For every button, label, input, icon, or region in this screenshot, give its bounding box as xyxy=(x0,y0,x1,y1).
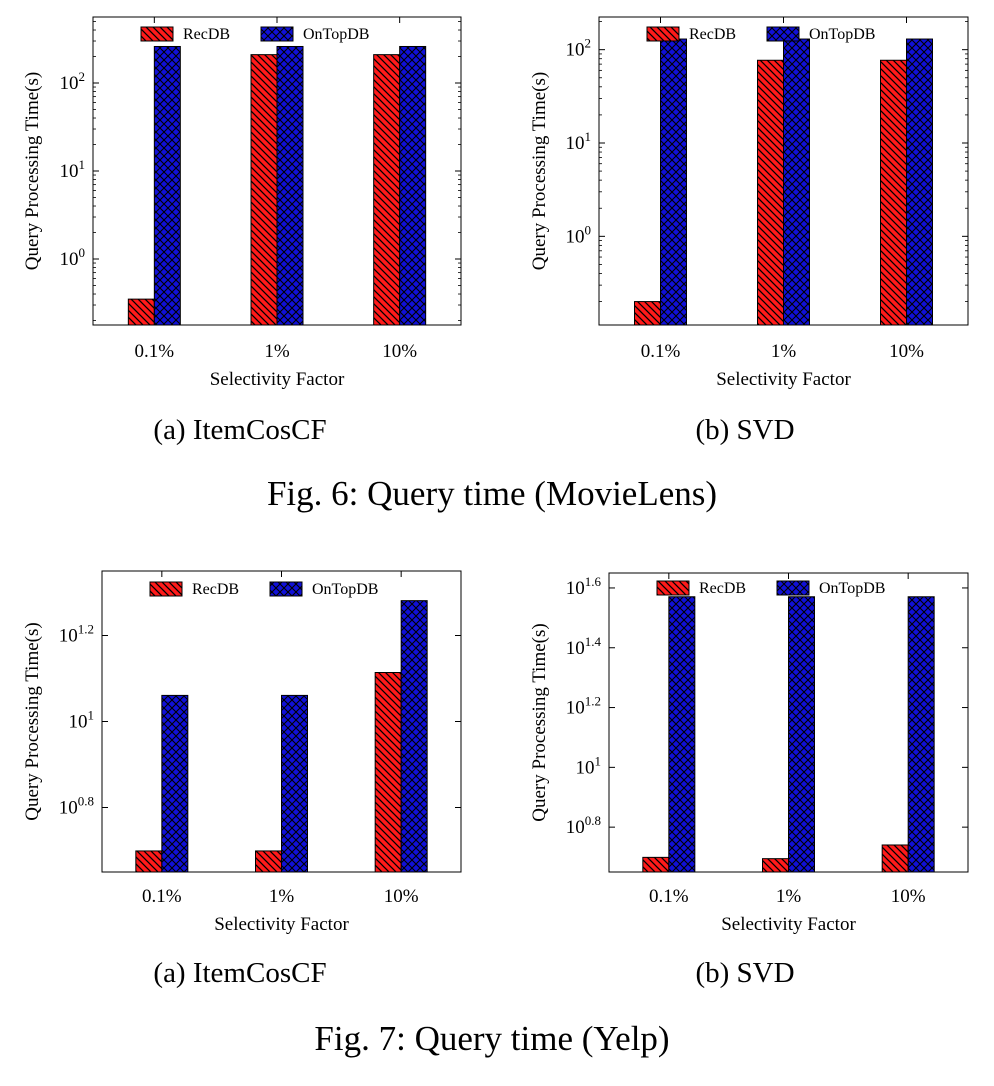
y-tick-label: 100.8 xyxy=(59,794,94,819)
x-axis-title: Selectivity Factor xyxy=(716,369,851,390)
y-tick-label: 101.6 xyxy=(566,574,602,599)
y-tick-label: 100.8 xyxy=(566,813,601,838)
y-axis-title: Query Processing Time(s) xyxy=(22,622,43,820)
x-axis-title: Selectivity Factor xyxy=(721,914,856,935)
bar-ontopdb-3 xyxy=(907,596,935,873)
legend-label-recdb: RecDB xyxy=(689,26,736,43)
legend-swatch-ontopdb xyxy=(766,26,800,42)
bar-recdb-1 xyxy=(642,856,670,873)
bar-recdb-2 xyxy=(255,850,282,873)
legend-swatch-ontopdb xyxy=(269,581,303,597)
y-tick-label: 101 xyxy=(566,129,592,154)
legend-label-recdb: RecDB xyxy=(183,26,230,43)
x-tick-label: 1% xyxy=(771,341,797,362)
x-tick-label: 10% xyxy=(889,341,924,362)
y-tick-label: 102 xyxy=(60,69,86,94)
bar-ontopdb-2 xyxy=(788,596,815,873)
chart-4: 100.8 101 101.2 101.4 101.6 0.1% 1% 10% Selectiv… xyxy=(529,572,969,935)
legend-label-ontopdb: OnTopDB xyxy=(819,580,885,597)
bar-recdb-2 xyxy=(250,54,278,326)
fig7-subcaption-b: (b) SVD xyxy=(695,957,794,989)
legend: RecDB OnTopDB xyxy=(149,581,378,598)
x-axis-title: Selectivity Factor xyxy=(210,369,345,390)
y-tick-label: 102 xyxy=(566,36,592,61)
bar-recdb-2 xyxy=(762,858,789,873)
legend-label-recdb: RecDB xyxy=(699,580,746,597)
fig6-caption: Fig. 6: Query time (MovieLens) xyxy=(267,474,717,513)
legend-swatch-ontopdb xyxy=(776,580,810,596)
fig6-subcaption-a: (a) ItemCosCF xyxy=(153,414,326,446)
x-tick-label: 10% xyxy=(384,886,419,907)
x-tick-label: 1% xyxy=(776,886,802,907)
x-tick-label: 0.1% xyxy=(135,341,175,362)
bar-ontopdb-1 xyxy=(153,45,181,326)
y-tick-label: 101 xyxy=(60,157,86,182)
chart-1: 100 101 102 0.1% 1% 10% Selectivity Factor Quer… xyxy=(22,16,462,390)
charts-layer: 100 101 102 0.1% 1% 10% Selectivity Factor Quer… xyxy=(22,16,969,935)
y-axis-title: Query Processing Time(s) xyxy=(22,72,43,270)
bar-ontopdb-1 xyxy=(668,596,696,873)
bar-ontopdb-3 xyxy=(400,600,428,873)
fig7-caption: Fig. 7: Query time (Yelp) xyxy=(314,1019,669,1058)
x-tick-label: 10% xyxy=(891,886,926,907)
fig6-subcaption-b: (b) SVD xyxy=(695,414,794,446)
bar-recdb-3 xyxy=(881,844,909,873)
bar-ontopdb-3 xyxy=(906,38,933,326)
y-axis-title: Query Processing Time(s) xyxy=(529,623,550,821)
legend-swatch-recdb xyxy=(656,580,690,596)
y-tick-label: 101.4 xyxy=(566,634,602,659)
bar-recdb-3 xyxy=(374,672,402,873)
x-tick-label: 1% xyxy=(264,341,290,362)
bar-recdb-1 xyxy=(127,298,155,326)
chart-2: 100 101 102 0.1% 1% 10% Selectivity Factor Quer… xyxy=(529,16,969,390)
legend-label-ontopdb: OnTopDB xyxy=(303,26,369,43)
legend-swatch-recdb xyxy=(140,26,174,42)
bar-ontopdb-3 xyxy=(399,45,427,326)
x-tick-label: 0.1% xyxy=(649,886,689,907)
bar-ontopdb-2 xyxy=(281,694,308,873)
y-axis-title: Query Processing Time(s) xyxy=(529,72,550,270)
bar-recdb-1 xyxy=(634,301,661,326)
x-tick-label: 10% xyxy=(382,341,417,362)
x-tick-label: 0.1% xyxy=(142,886,182,907)
bar-recdb-1 xyxy=(135,850,163,873)
x-axis-title: Selectivity Factor xyxy=(214,914,349,935)
bar-ontopdb-1 xyxy=(660,38,687,326)
bar-ontopdb-1 xyxy=(161,694,189,873)
y-tick-label: 100 xyxy=(566,222,592,247)
legend-swatch-ontopdb xyxy=(260,26,294,42)
legend-swatch-recdb xyxy=(646,26,680,42)
fig7-subcaption-a: (a) ItemCosCF xyxy=(153,957,326,989)
legend-label-ontopdb: OnTopDB xyxy=(312,581,378,598)
y-tick-label: 101.2 xyxy=(59,622,94,647)
y-tick-label: 101.2 xyxy=(566,694,601,719)
bar-recdb-2 xyxy=(757,59,784,326)
x-tick-label: 1% xyxy=(269,886,295,907)
legend-label-recdb: RecDB xyxy=(192,581,239,598)
bar-ontopdb-2 xyxy=(276,45,304,326)
legend-label-ontopdb: OnTopDB xyxy=(809,26,875,43)
y-tick-label: 101 xyxy=(576,753,602,778)
bar-recdb-3 xyxy=(373,54,401,326)
bar-ontopdb-2 xyxy=(783,38,810,326)
legend-swatch-recdb xyxy=(149,581,183,597)
chart-3: 100.8 101 101.2 0.1% 1% 10% Selectivity Factor… xyxy=(22,570,462,935)
legend: RecDB OnTopDB xyxy=(656,580,885,597)
y-tick-label: 100 xyxy=(60,245,86,270)
bar-recdb-3 xyxy=(880,59,907,326)
x-tick-label: 0.1% xyxy=(641,341,681,362)
legend: RecDB OnTopDB xyxy=(140,26,369,43)
y-tick-label: 101 xyxy=(69,708,95,733)
legend: RecDB OnTopDB xyxy=(646,26,875,43)
